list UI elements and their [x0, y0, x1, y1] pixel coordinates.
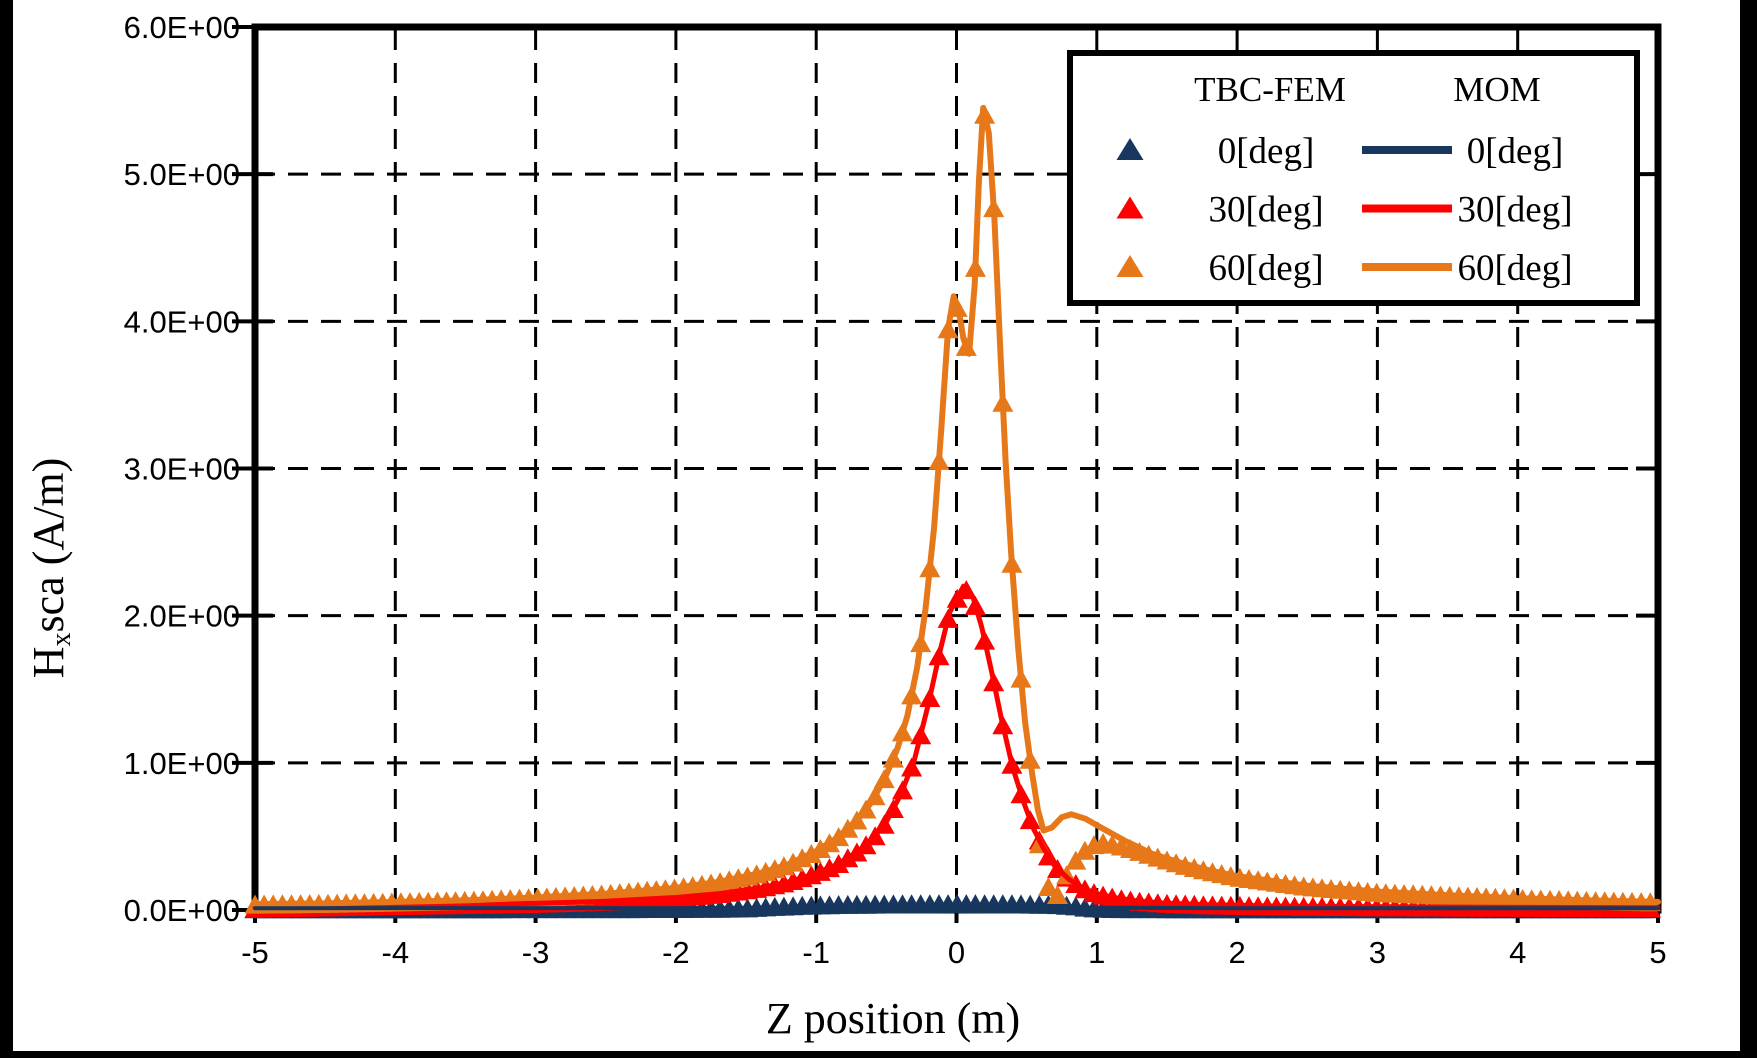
- triangle-marker: [1065, 850, 1087, 870]
- legend-label-mom: 30[deg]: [1457, 190, 1572, 231]
- legend-label-tbc-fem: 0[deg]: [1218, 131, 1315, 172]
- legend-label-mom: 60[deg]: [1457, 248, 1572, 289]
- legend-header-tbc-fem: TBC-FEM: [1194, 70, 1346, 109]
- series-line: [252, 583, 1661, 911]
- legend-label-tbc-fem: 60[deg]: [1208, 248, 1323, 289]
- y-tick-label: 0.0E+00: [124, 893, 240, 928]
- x-tick-label: 2: [1228, 935, 1245, 970]
- y-tick-label: 2.0E+00: [124, 599, 240, 634]
- gridlines: [255, 30, 1658, 910]
- triangle-marker: [1074, 840, 1096, 860]
- x-tick-label: -4: [382, 935, 410, 970]
- legend-box: [1067, 50, 1640, 306]
- x-tick-label: 1: [1088, 935, 1105, 970]
- legend-row: 0[deg] 0[deg]: [1116, 131, 1564, 172]
- left-edge-band: [0, 0, 13, 1058]
- legend-row: 60[deg] 60[deg]: [1116, 248, 1573, 289]
- series-mom-30: [252, 583, 1661, 911]
- bottom-edge-band: [0, 1051, 1757, 1058]
- series-line: [253, 905, 1660, 911]
- x-tick-label: -1: [802, 935, 830, 970]
- x-tick-label: -2: [662, 935, 690, 970]
- x-tick-label: 5: [1649, 935, 1666, 970]
- legend-marker-triangle: [1116, 196, 1144, 219]
- y-axis-title-subscript: x: [46, 632, 77, 646]
- y-axis-title: Hxsca (A/m): [24, 458, 77, 679]
- y-tick-label: 1.0E+00: [124, 746, 240, 781]
- legend-rows: 0[deg] 0[deg] 30[deg] 30[deg] 60[deg] 60[deg]: [1116, 131, 1573, 289]
- data-series: [244, 104, 1661, 919]
- series-line: [252, 104, 1661, 908]
- x-tick-label: 0: [948, 935, 965, 970]
- x-tick-label: -3: [522, 935, 550, 970]
- y-tick-labels: 0.0E+00 1.0E+00 2.0E+00 3.0E+00 4.0E+00 5.0E+…: [124, 10, 240, 928]
- x-tick-labels: -5 -4 -3 -2 -1 0 1 2 3 4 5: [241, 935, 1666, 970]
- y-axis-title-rest: sca (A/m): [24, 458, 73, 633]
- right-edge-band: [1740, 0, 1757, 1058]
- legend-marker-triangle: [1116, 138, 1144, 160]
- y-tick-label: 6.0E+00: [124, 10, 240, 45]
- triangle-marker: [1037, 877, 1059, 896]
- legend: TBC-FEM MOM 0[deg] 0[deg] 30[deg] 30[deg] 60…: [1067, 50, 1640, 306]
- x-tick-label: 3: [1369, 935, 1386, 970]
- legend-label-mom: 0[deg]: [1467, 131, 1564, 172]
- x-axis-title: Z position (m): [766, 994, 1020, 1043]
- x-tick-label: -5: [241, 935, 269, 970]
- x-tick-label: 4: [1509, 935, 1526, 970]
- series-mom-60: [252, 104, 1661, 908]
- legend-marker-triangle: [1116, 255, 1144, 277]
- legend-header-mom: MOM: [1453, 70, 1541, 109]
- triangle-marker: [1047, 885, 1068, 904]
- y-tick-label: 4.0E+00: [124, 304, 240, 339]
- legend-label-tbc-fem: 30[deg]: [1208, 190, 1323, 231]
- y-tick-label: 3.0E+00: [124, 452, 240, 487]
- y-axis-title-main: H: [24, 646, 73, 678]
- legend-row: 30[deg] 30[deg]: [1116, 190, 1573, 231]
- series-mom-0: [253, 905, 1660, 911]
- y-tick-label: 5.0E+00: [124, 157, 240, 192]
